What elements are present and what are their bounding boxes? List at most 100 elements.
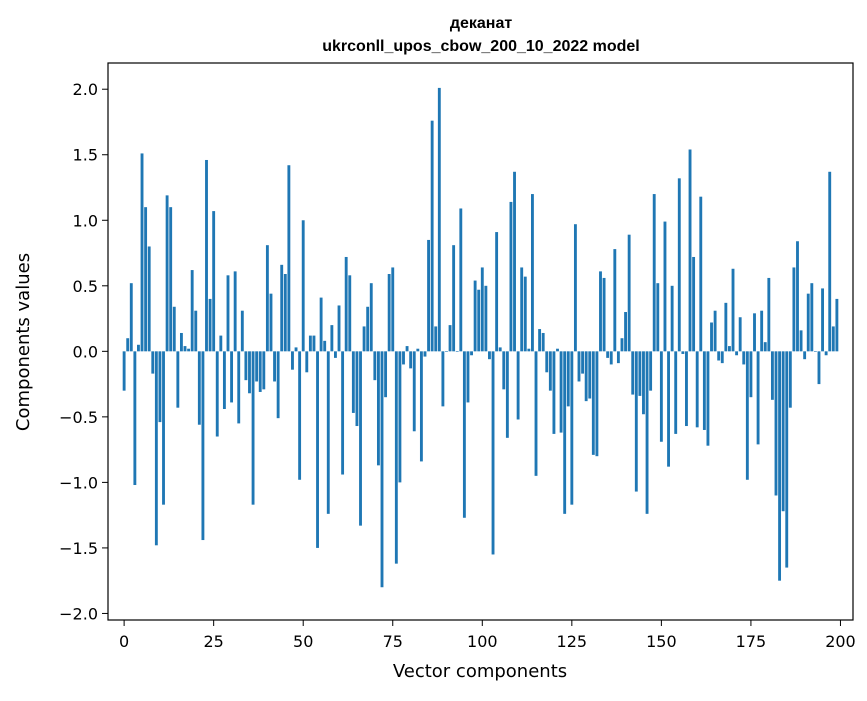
bar bbox=[140, 153, 144, 352]
bar bbox=[133, 351, 137, 486]
bar bbox=[677, 178, 681, 352]
bar bbox=[717, 351, 721, 361]
bar bbox=[430, 120, 434, 352]
bar bbox=[462, 351, 466, 518]
bar bbox=[556, 348, 559, 352]
bar bbox=[151, 351, 155, 374]
bar bbox=[419, 351, 423, 462]
bar bbox=[369, 283, 373, 352]
bar bbox=[767, 277, 771, 352]
bar bbox=[240, 310, 244, 352]
bar bbox=[785, 351, 789, 568]
chart-subtitle: ukrconll_upos_cbow_200_10_2022 model bbox=[322, 38, 639, 55]
bar bbox=[376, 351, 380, 466]
bar bbox=[613, 249, 617, 352]
bar bbox=[796, 241, 799, 352]
bar bbox=[667, 351, 670, 467]
bar bbox=[437, 87, 441, 352]
bar bbox=[602, 277, 606, 352]
bar bbox=[670, 285, 674, 352]
bar bbox=[384, 351, 388, 398]
bar bbox=[591, 351, 595, 455]
bar bbox=[541, 332, 545, 352]
bar bbox=[692, 256, 696, 352]
x-tick-label: 75 bbox=[383, 632, 403, 651]
bar bbox=[724, 302, 728, 352]
bar bbox=[423, 351, 427, 357]
bar bbox=[581, 351, 585, 374]
bar bbox=[774, 351, 778, 496]
bar bbox=[803, 351, 807, 360]
bar bbox=[588, 351, 592, 399]
bar bbox=[652, 194, 656, 352]
y-tick-label: −1.0 bbox=[59, 473, 98, 492]
bar bbox=[237, 351, 241, 424]
bar bbox=[287, 165, 291, 352]
bar bbox=[269, 293, 273, 352]
bar bbox=[531, 194, 534, 352]
bar bbox=[298, 351, 302, 480]
bar bbox=[362, 326, 366, 352]
bar bbox=[255, 351, 259, 382]
bar bbox=[728, 346, 731, 352]
bar bbox=[359, 351, 362, 526]
bar bbox=[305, 351, 309, 373]
y-axis-label: Components values bbox=[13, 253, 34, 431]
bar bbox=[230, 351, 234, 403]
bar bbox=[735, 351, 739, 356]
x-tick-label: 175 bbox=[736, 632, 767, 651]
bar bbox=[427, 239, 430, 352]
bar bbox=[663, 221, 667, 352]
bar bbox=[813, 351, 817, 352]
bar bbox=[688, 149, 692, 352]
bar bbox=[265, 245, 269, 352]
bar bbox=[323, 340, 327, 352]
bar bbox=[312, 335, 316, 352]
bar bbox=[409, 351, 413, 369]
bar bbox=[642, 351, 645, 415]
bar bbox=[577, 351, 581, 382]
bar bbox=[355, 351, 359, 427]
bar bbox=[126, 338, 130, 352]
bar bbox=[720, 351, 724, 364]
bar bbox=[348, 275, 352, 352]
x-tick-label: 25 bbox=[203, 632, 223, 651]
bar bbox=[495, 232, 499, 352]
bar bbox=[491, 351, 495, 555]
bar bbox=[573, 224, 577, 352]
bar bbox=[599, 271, 602, 352]
bar bbox=[699, 196, 703, 352]
bar bbox=[498, 347, 502, 352]
x-axis-ticks: 0 25 50 75 100 125 150 175 200 bbox=[119, 620, 856, 651]
bar bbox=[756, 351, 760, 445]
bar bbox=[835, 298, 839, 352]
bar bbox=[634, 351, 638, 492]
bar bbox=[158, 351, 162, 423]
bar bbox=[201, 351, 205, 541]
bar bbox=[745, 351, 749, 480]
bar bbox=[183, 346, 187, 352]
bar bbox=[799, 330, 803, 352]
bar bbox=[258, 351, 262, 392]
bar bbox=[248, 351, 251, 394]
bar bbox=[445, 351, 448, 352]
bar bbox=[817, 351, 821, 385]
bar bbox=[792, 267, 796, 352]
bar bbox=[165, 195, 169, 352]
bar bbox=[645, 351, 649, 514]
y-tick-label: 1.5 bbox=[73, 146, 98, 165]
bar bbox=[416, 348, 420, 352]
bar bbox=[154, 351, 158, 546]
bar bbox=[538, 329, 542, 352]
bar bbox=[828, 171, 832, 352]
bar bbox=[402, 351, 405, 365]
bar bbox=[316, 351, 319, 548]
bar bbox=[291, 351, 294, 370]
x-axis-label: Vector components bbox=[393, 661, 567, 682]
bar bbox=[366, 306, 370, 352]
plot-frame bbox=[107, 62, 854, 621]
bar bbox=[824, 351, 828, 356]
bar bbox=[326, 351, 330, 514]
